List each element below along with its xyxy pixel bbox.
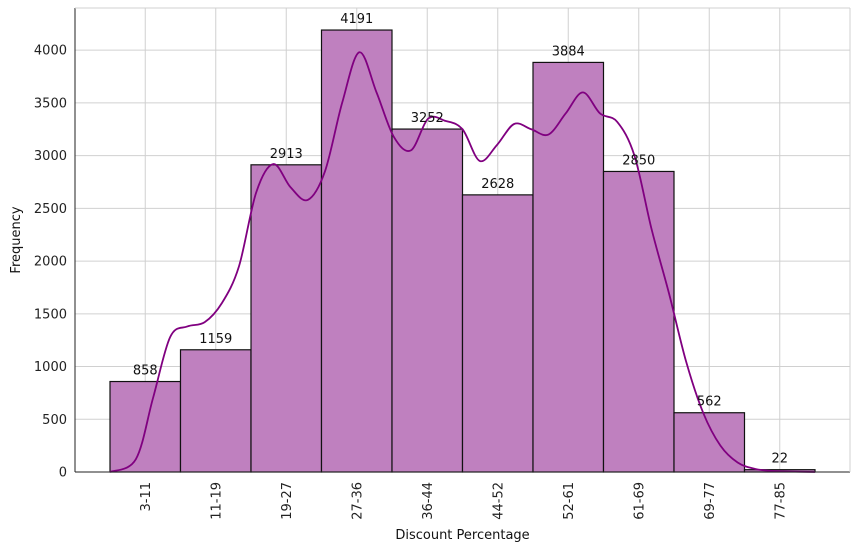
bar-value-label: 562 [697, 395, 722, 410]
y-axis-label: Frequency [9, 206, 24, 273]
kde-line [109, 51, 816, 473]
histogram-bar [391, 128, 464, 473]
x-tick-label: 19-27 [280, 482, 295, 520]
histogram-bar [673, 412, 746, 473]
histogram-bar [179, 349, 252, 473]
x-tick-label: 11-19 [209, 482, 224, 520]
kde-curve-layer [109, 51, 816, 473]
y-tick-label: 2500 [34, 202, 67, 217]
y-tick-label: 3000 [34, 149, 67, 164]
x-tick-label: 52-61 [562, 482, 577, 520]
histogram-bar [461, 194, 534, 473]
y-tick-label: 3500 [34, 96, 67, 111]
histogram-bar [250, 164, 323, 473]
x-tick-label: 69-77 [703, 482, 718, 520]
histogram-bar [532, 61, 605, 473]
bar-value-labels: 858 1159 2913 4191 3252 2628 3884 2850 562 22 [133, 12, 788, 467]
x-tick-label: 44-52 [491, 482, 506, 520]
bar-value-label: 2628 [481, 177, 514, 192]
x-tick-label: 3-11 [139, 482, 154, 512]
y-tick-label: 0 [59, 466, 67, 481]
bar-value-label: 2850 [622, 153, 655, 168]
axes: 0 500 1000 1500 2000 2500 3000 3500 4000 3-11 11-1… [34, 7, 851, 520]
bar-value-label: 858 [133, 364, 158, 379]
x-tick-label: 77-85 [773, 482, 788, 520]
bar-value-label: 2913 [270, 147, 303, 162]
histogram-bar [602, 170, 675, 473]
y-tick-label: 1000 [34, 360, 67, 375]
y-tick-label: 2000 [34, 255, 67, 270]
bar-value-label: 3884 [552, 44, 585, 59]
histogram-bar [320, 29, 393, 473]
histogram-bars [109, 29, 816, 473]
bar-value-label: 1159 [199, 332, 232, 347]
bar-value-label: 4191 [340, 12, 373, 27]
x-tick-label: 61-69 [632, 482, 647, 520]
bar-value-label: 3252 [411, 111, 444, 126]
y-tick-label: 500 [42, 413, 67, 428]
y-tick-label: 4000 [34, 44, 67, 59]
y-tick-label: 1500 [34, 307, 67, 322]
x-tick-label: 36-44 [421, 482, 436, 520]
bar-value-label: 22 [771, 452, 788, 467]
x-axis-label: Discount Percentage [395, 528, 529, 543]
x-tick-label: 27-36 [350, 482, 365, 520]
